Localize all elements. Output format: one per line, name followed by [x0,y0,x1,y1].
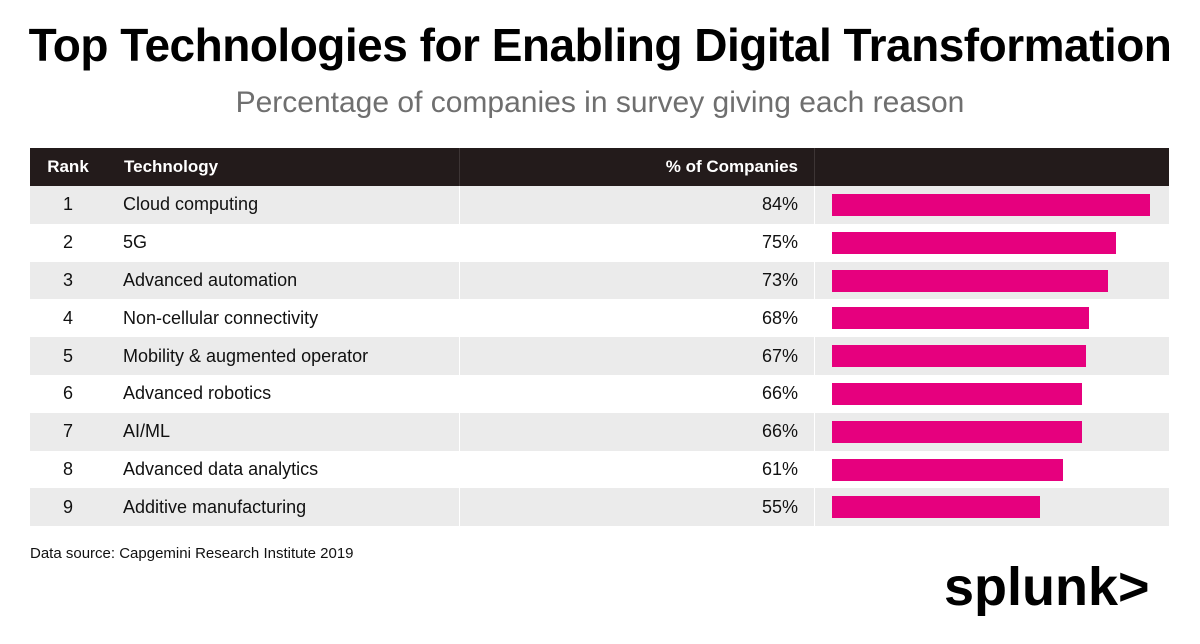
splunk-logo: splunk> [944,557,1150,617]
table-row: 7 AI/ML 66% [30,412,1169,451]
table-row: 4 Non-cellular connectivity 68% [30,299,1169,338]
bar-7 [832,420,1082,443]
percent-cell: 75% [459,223,814,262]
bar-1 [832,194,1150,216]
rank-cell: 5 [62,345,73,366]
percent-cell: 61% [459,450,814,489]
bar-9 [832,496,1041,519]
header-bar [814,148,1169,186]
data-table: Rank Technology % of Companies 1 Cloud co… [30,148,1169,527]
bar-cell [814,374,1169,413]
technology-cell: Non-cellular connectivity [123,307,319,328]
rank-cell: 9 [62,496,73,517]
rank-cell: 3 [62,269,73,290]
technology-cell: Additive manufacturing [123,496,307,517]
percent-cell: 55% [459,488,814,527]
bar-cell [814,299,1169,338]
percent-cell: 84% [459,186,814,224]
bar-cell [814,223,1169,262]
bar-cell [814,261,1169,300]
percent-cell: 66% [459,374,814,413]
bar-5 [832,345,1086,368]
table-body: 1 Cloud computing 84% 2 5G 75% 3 Advanced autom… [30,186,1169,527]
table-row: 2 5G 75% [30,223,1169,262]
rank-cell: 1 [62,194,73,215]
rank-cell: 8 [62,458,73,479]
bar-cell [814,488,1169,527]
table-row: 3 Advanced automation 73% [30,261,1169,300]
table-header: Rank Technology % of Companies [30,148,1169,186]
table-row: 1 Cloud computing 84% [30,186,1169,224]
chart-title: Top Technologies for Enabling Digital Tr… [28,19,1172,71]
technology-cell: 5G [123,232,148,253]
bar-cell [814,337,1169,375]
technology-cell: Advanced robotics [123,383,272,404]
percent-cell: 68% [459,299,814,338]
logo-text: splunk> [944,557,1150,617]
percent-cell: 66% [459,412,814,451]
percent-cell: 73% [459,261,814,300]
chart-subtitle: Percentage of companies in survey giving… [235,86,965,119]
bar-cell [814,186,1169,224]
technology-cell: Mobility & augmented operator [123,345,369,366]
table-row: 5 Mobility & augmented operator 67% [30,337,1169,375]
table-row: 6 Advanced robotics 66% [30,374,1169,413]
bar-cell [814,450,1169,489]
rank-cell: 7 [62,421,73,442]
bar-4 [832,307,1090,330]
bar-cell [814,412,1169,451]
bar-8 [832,458,1063,481]
rank-cell: 2 [62,232,73,253]
percent-cell: 67% [459,337,814,375]
table-row: 8 Advanced data analytics 61% [30,450,1169,489]
technology-cell: Cloud computing [123,194,259,215]
bar-2 [832,231,1116,254]
data-source: Data source: Capgemini Research Institut… [30,545,354,562]
rank-cell: 4 [62,307,73,328]
technology-cell: Advanced data analytics [123,458,319,479]
bar-6 [832,382,1082,405]
rank-cell: 6 [62,383,73,404]
technology-cell: AI/ML [123,421,171,442]
header-technology: Technology [106,148,459,186]
header-percent: % of Companies [459,148,814,186]
technology-cell: Advanced automation [123,269,298,290]
bar-3 [832,269,1109,292]
table-row: 9 Additive manufacturing 55% [30,488,1169,527]
header-rank: Rank [47,157,89,176]
